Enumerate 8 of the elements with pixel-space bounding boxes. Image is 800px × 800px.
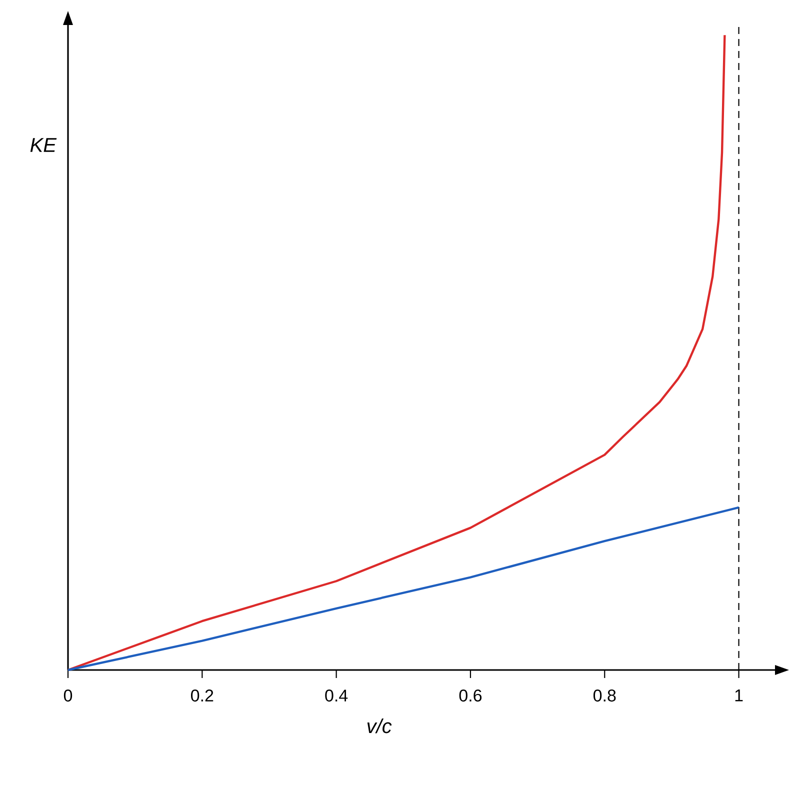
x-tick-label: 0 bbox=[64, 690, 72, 702]
x-tick-label: 0.2 bbox=[191, 690, 214, 702]
x-tick-label: 0.8 bbox=[593, 690, 616, 702]
y-axis-title: KE bbox=[30, 138, 57, 152]
x-tick-label: 0.4 bbox=[325, 690, 348, 702]
x-axis-title: v/c bbox=[367, 718, 392, 734]
x-tick-label: 1 bbox=[735, 690, 743, 702]
x-tick-label: 0.6 bbox=[459, 690, 482, 702]
